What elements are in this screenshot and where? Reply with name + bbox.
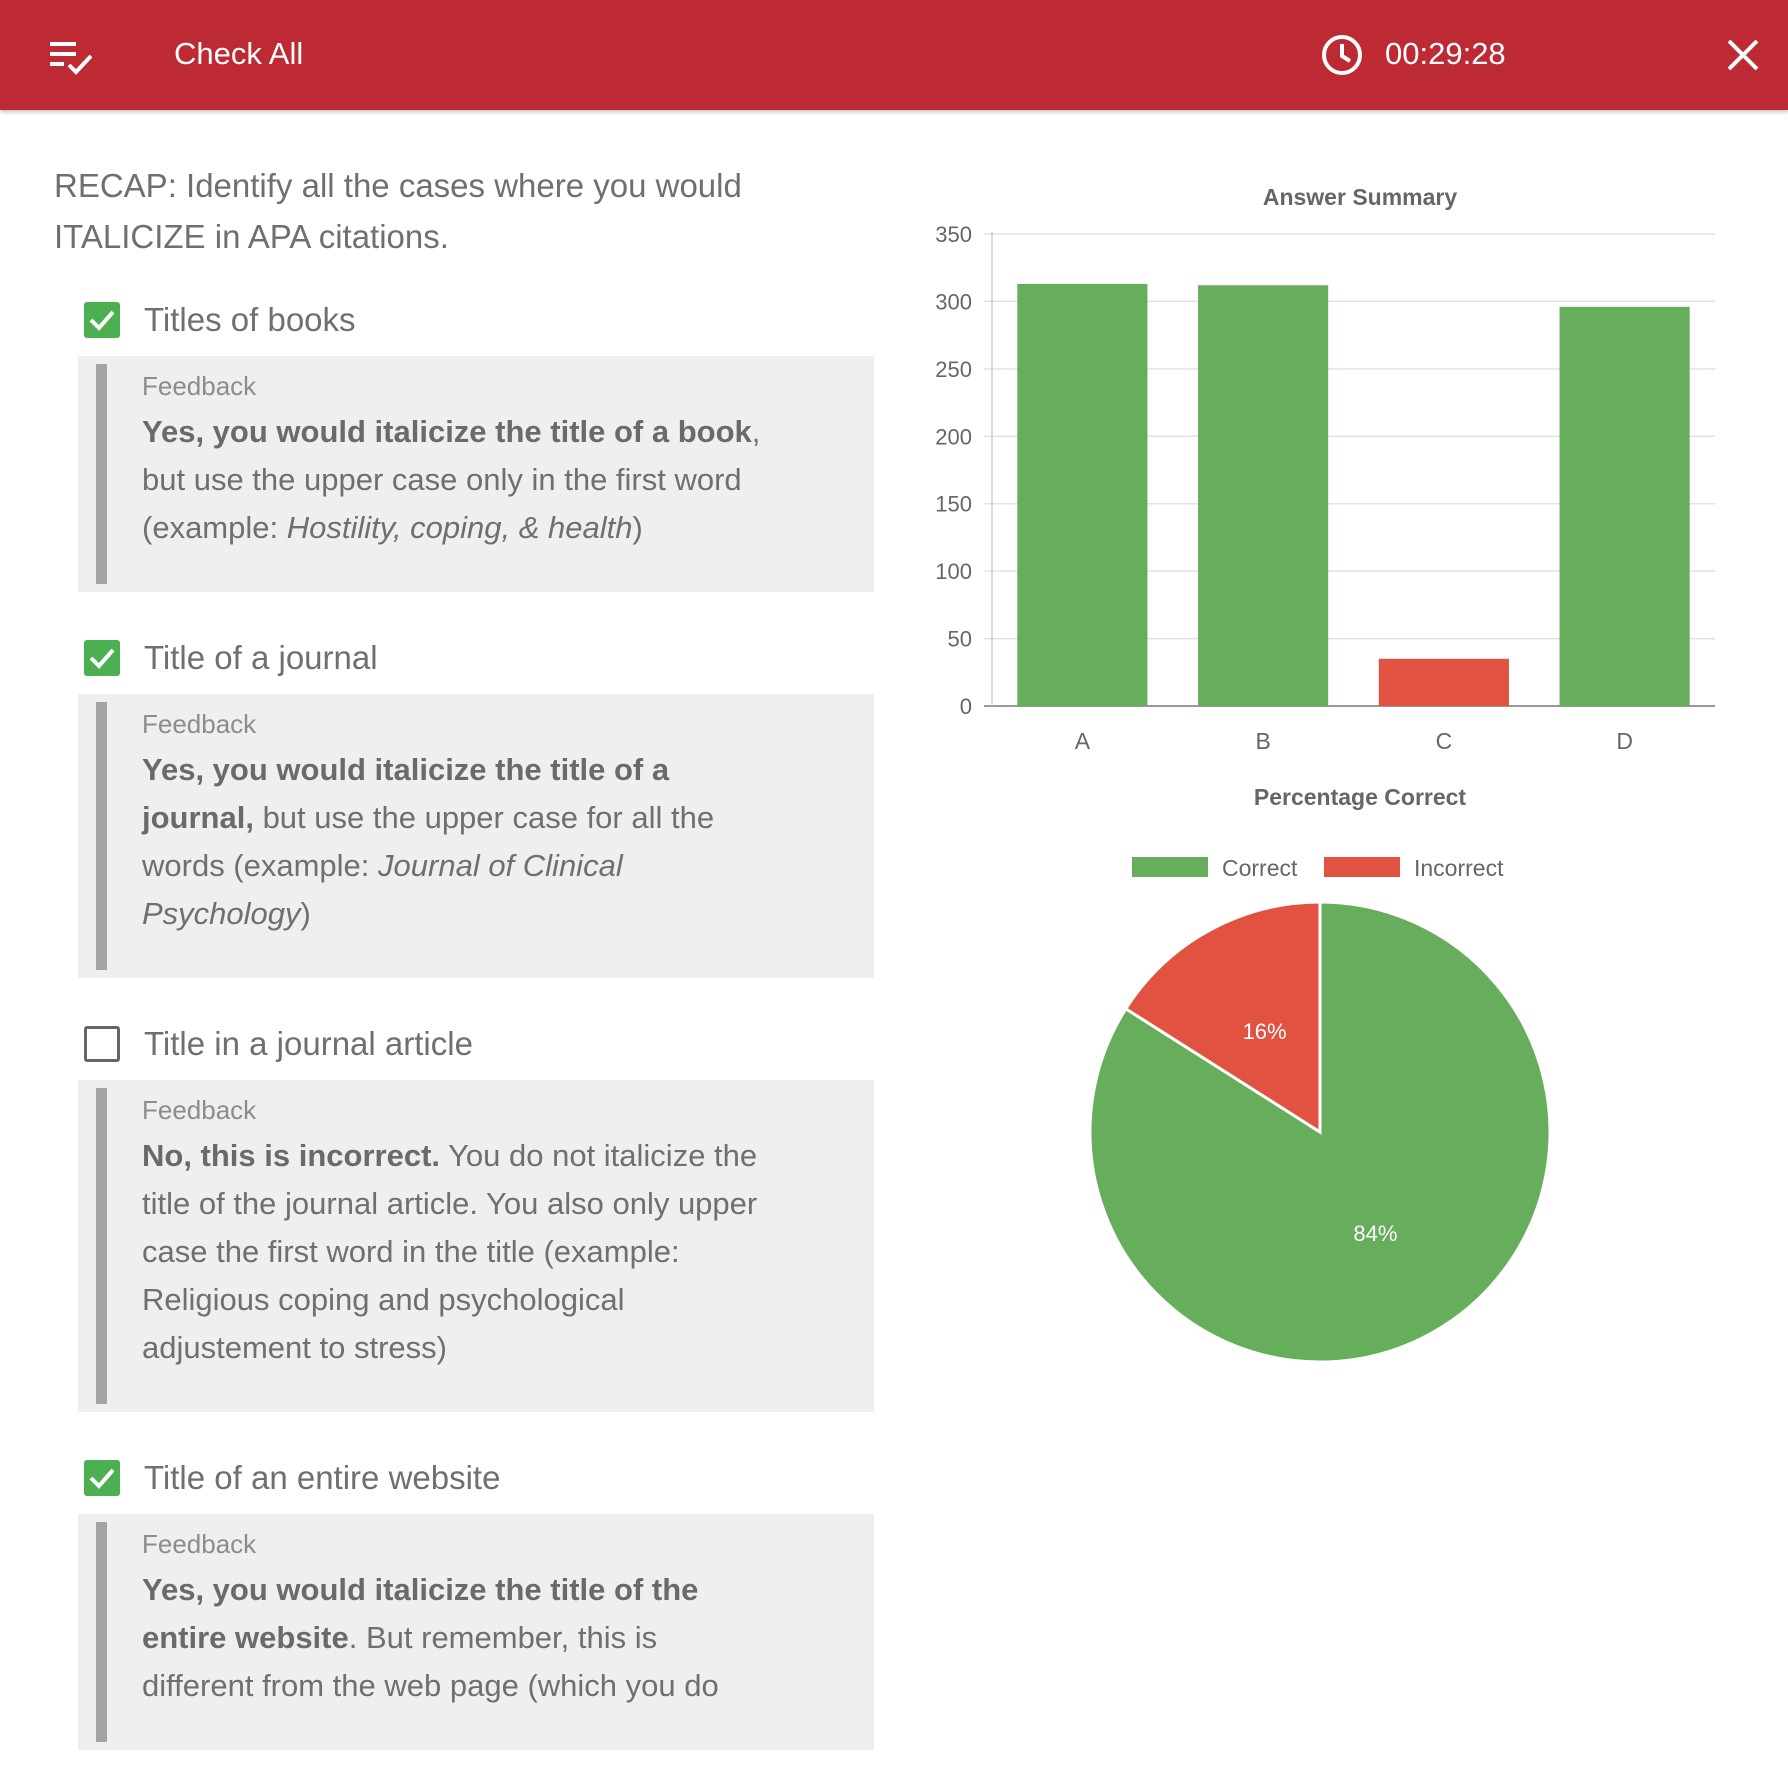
option-checkbox[interactable]: [84, 640, 120, 676]
y-tick-label: 350: [935, 222, 972, 247]
option-label[interactable]: Title of an entire website: [144, 1459, 501, 1496]
question-text: RECAP: Identify all the cases where you …: [54, 167, 742, 255]
y-tick-label: 300: [935, 289, 972, 314]
charts-panel: Answer Summary 0 50 100 150 200 250 300 350 A B C D…: [900, 0, 1788, 1726]
option-label[interactable]: Title in a journal article: [144, 1025, 473, 1062]
pie-label: 16%: [1243, 1019, 1287, 1044]
option-label[interactable]: Title of a journal: [144, 639, 378, 676]
y-tick-label: 250: [935, 357, 972, 382]
option-item: Title of an entire website Feedback Yes, y…: [78, 1450, 874, 1750]
x-tick-label: B: [1255, 728, 1270, 754]
bar-A: [1017, 283, 1148, 706]
check-icon: [89, 310, 115, 331]
y-tick-label: 100: [935, 559, 972, 584]
feedback-text-part: Hostility, coping, & health: [286, 510, 633, 545]
feedback-text-part: Yes, you would italicize the title of th…: [142, 1572, 699, 1655]
legend-label-correct: Correct: [1222, 855, 1298, 881]
top-bar: Check All 00:29:28: [0, 0, 1788, 110]
legend-swatch-incorrect: [1324, 857, 1400, 877]
option-row[interactable]: Title of a journal: [78, 630, 874, 688]
bar-chart-title: Answer Summary: [1262, 184, 1458, 210]
bar-D: [1559, 306, 1690, 706]
question-panel: RECAP: Identify all the cases where you …: [54, 160, 874, 1788]
timer-text: 00:29:28: [1385, 36, 1506, 71]
feedback-text: Yes, you would italicize the title of a …: [142, 746, 762, 938]
feedback-title: Feedback: [142, 371, 257, 401]
playlist-check-icon[interactable]: [48, 36, 94, 76]
feedback-text: No, this is incorrect. You do not italic…: [142, 1132, 762, 1372]
x-tick-label: D: [1616, 728, 1633, 754]
percentage-correct-chart: Correct Incorrect 84% 16%: [1088, 855, 1552, 1364]
feedback-text-part: but use the upper case for all the words…: [142, 800, 715, 883]
feedback-text-part: Journal of Clinical Psychology: [142, 848, 623, 931]
option-item: Title in a journal article Feedback No, th…: [78, 1016, 874, 1412]
feedback-text-part: , but use the upper case only in the fir…: [142, 414, 761, 545]
pie-label: 84%: [1353, 1221, 1397, 1246]
feedback-title: Feedback: [142, 709, 257, 739]
feedback-text-part: . But remember, this is different from t…: [142, 1620, 719, 1703]
x-tick-label: A: [1075, 728, 1091, 754]
check-icon: [89, 648, 115, 669]
pie-chart-title: Percentage Correct: [1253, 784, 1467, 810]
option-label[interactable]: Titles of books: [144, 301, 356, 338]
y-tick-label: 50: [948, 627, 972, 652]
feedback-text-part: You do not italicize the title of the jo…: [142, 1138, 758, 1365]
x-tick-label: C: [1436, 728, 1453, 754]
option-checkbox[interactable]: [84, 1026, 120, 1062]
feedback-accent-bar: [96, 1522, 107, 1742]
bar-B: [1198, 285, 1329, 706]
close-icon[interactable]: [1724, 36, 1762, 74]
feedback-text-part: ): [632, 510, 643, 545]
feedback-title: Feedback: [142, 1529, 257, 1559]
feedback-box: Feedback Yes, you would italicize the tit…: [78, 694, 874, 978]
feedback-accent-bar: [96, 702, 107, 970]
option-row[interactable]: Titles of books: [78, 292, 874, 350]
feedback-text-part: No, this is incorrect.: [142, 1138, 441, 1173]
answer-summary-chart: 0 50 100 150 200 250 300 350 A B C D: [935, 222, 1715, 754]
option-row[interactable]: Title in a journal article: [78, 1016, 874, 1074]
pie-slice-incorrect: [1123, 900, 1322, 1135]
check-icon: [89, 1468, 115, 1489]
legend-label-incorrect: Incorrect: [1414, 855, 1504, 881]
legend-swatch-correct: [1132, 857, 1208, 877]
feedback-text-part: Yes, you would italicize the title of a …: [142, 752, 670, 835]
option-checkbox[interactable]: [84, 1460, 120, 1496]
page-title: Check All: [174, 36, 304, 71]
feedback-text-part: Yes, you would italicize the title of a …: [142, 414, 752, 449]
option-row[interactable]: Title of an entire website: [78, 1450, 874, 1508]
feedback-accent-bar: [96, 364, 107, 584]
option-item: Titles of books Feedback Yes, you would it…: [78, 292, 874, 592]
feedback-accent-bar: [96, 1088, 107, 1404]
feedback-text-part: ): [300, 896, 311, 931]
option-item: Title of a journal Feedback Yes, you would…: [78, 630, 874, 978]
bar-C: [1378, 658, 1509, 706]
feedback-text: Yes, you would italicize the title of th…: [142, 1566, 762, 1710]
feedback-text: Yes, you would italicize the title of a …: [142, 408, 762, 552]
y-tick-label: 200: [935, 424, 972, 449]
feedback-box: Feedback Yes, you would italicize the tit…: [78, 1514, 874, 1750]
y-tick-label: 0: [960, 694, 972, 719]
options-list: Titles of books Feedback Yes, you would it…: [54, 292, 874, 1750]
y-tick-label: 150: [935, 492, 972, 517]
feedback-box: Feedback Yes, you would italicize the tit…: [78, 356, 874, 592]
feedback-box: Feedback No, this is incorrect. You do no…: [78, 1080, 874, 1412]
feedback-title: Feedback: [142, 1095, 257, 1125]
clock-icon: [1322, 35, 1362, 75]
option-checkbox[interactable]: [84, 302, 120, 338]
